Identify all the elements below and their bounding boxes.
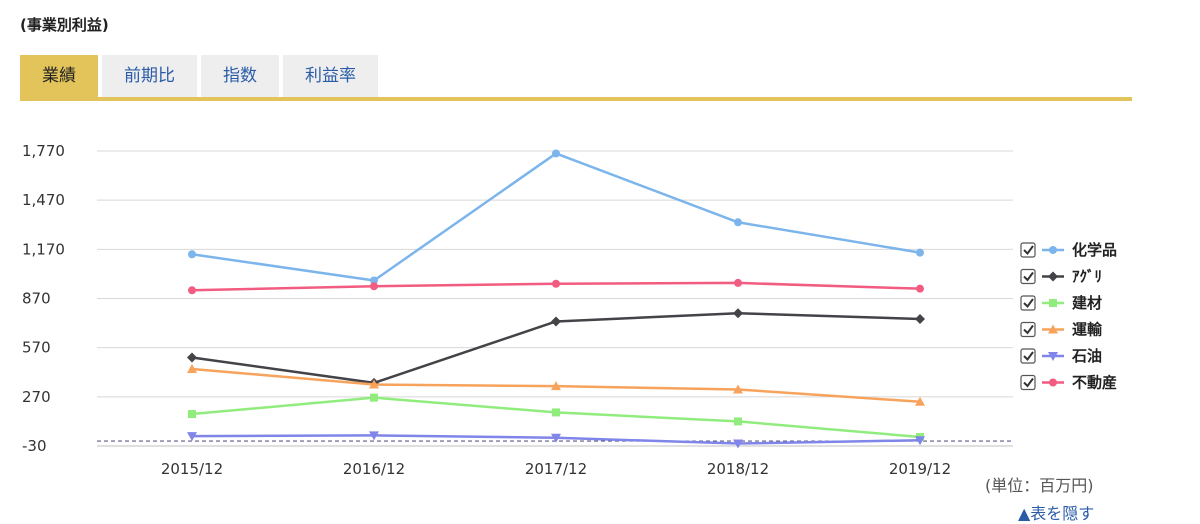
legend-checkbox[interactable] [1020, 374, 1036, 391]
data-point [188, 410, 196, 419]
data-point [369, 431, 379, 441]
x-tick-label: 2018/12 [707, 460, 769, 478]
data-point [734, 278, 742, 287]
tab-yoy[interactable]: 前期比 [102, 55, 197, 97]
y-tick-label: 1,170 [22, 240, 65, 258]
data-point [370, 276, 378, 285]
tab-performance[interactable]: 業績 [20, 55, 98, 97]
data-point [188, 250, 196, 259]
data-point [552, 408, 560, 417]
series-line [191, 152, 921, 282]
data-point [188, 286, 196, 295]
data-point [370, 393, 378, 402]
checkmark-icon [1023, 245, 1034, 256]
legend-marker [1048, 324, 1058, 334]
tab-underline [20, 97, 1132, 101]
y-tick-label: 270 [22, 388, 51, 406]
data-point [187, 352, 197, 363]
data-point [369, 379, 379, 389]
checkmark-icon [1023, 351, 1034, 362]
x-tick-label: 2017/12 [525, 460, 587, 478]
legend-label: 運輸 [1072, 321, 1103, 339]
legend-label: 建材 [1072, 294, 1102, 312]
data-point [552, 279, 560, 288]
data-point [551, 433, 561, 443]
legend-label: 不動産 [1072, 374, 1117, 392]
y-tick-label: -30 [22, 437, 47, 455]
data-point [551, 316, 561, 327]
data-point [915, 436, 925, 446]
data-point [915, 396, 925, 406]
legend-checkbox[interactable] [1020, 295, 1036, 311]
y-tick-label: 1,470 [22, 191, 65, 209]
data-point [187, 363, 197, 373]
section-title: (事業別利益) [20, 16, 109, 34]
data-point [734, 417, 742, 426]
legend-marker [1049, 299, 1057, 307]
data-point [915, 313, 925, 324]
data-point [552, 149, 560, 158]
legend-label: ｱｸﾞﾘ [1072, 268, 1102, 286]
data-point [733, 439, 743, 449]
y-tick-label: 570 [22, 339, 51, 357]
legend-marker [1048, 271, 1058, 282]
x-tick-label: 2016/12 [343, 460, 405, 478]
legend-marker [1049, 246, 1057, 254]
y-tick-label: 870 [22, 290, 51, 308]
legend-label: 化学品 [1072, 241, 1117, 259]
legend-marker [1048, 352, 1058, 361]
tab-margin[interactable]: 利益率 [283, 55, 378, 97]
data-point [370, 282, 378, 291]
data-point [551, 381, 561, 391]
data-point [187, 432, 197, 442]
checkmark-icon [1023, 298, 1034, 309]
series-line [191, 396, 921, 439]
x-tick-label: 2015/12 [161, 460, 223, 478]
checkmark-icon [1023, 324, 1034, 335]
x-tick-label: 2019/12 [889, 460, 951, 478]
tab-bar: 業績 前期比 指数 利益率 [20, 55, 382, 97]
data-point [916, 284, 924, 293]
tab-index[interactable]: 指数 [201, 55, 279, 97]
data-point [734, 218, 742, 227]
legend-checkbox[interactable] [1020, 348, 1036, 364]
toggle-table-link[interactable]: ▲表を隠す [1018, 504, 1095, 523]
data-point [733, 308, 743, 319]
legend-marker [1049, 378, 1057, 387]
legend-checkbox[interactable] [1020, 321, 1036, 338]
checkmark-icon [1023, 271, 1034, 282]
checkmark-icon [1023, 377, 1034, 388]
legend-checkbox[interactable] [1020, 242, 1036, 258]
legend-label: 石油 [1071, 347, 1102, 365]
unit-label: (単位：百万円) [985, 476, 1094, 495]
legend-checkbox[interactable] [1020, 268, 1036, 285]
data-point [916, 248, 924, 257]
data-point [733, 384, 743, 394]
y-tick-label: 1,770 [22, 142, 65, 160]
